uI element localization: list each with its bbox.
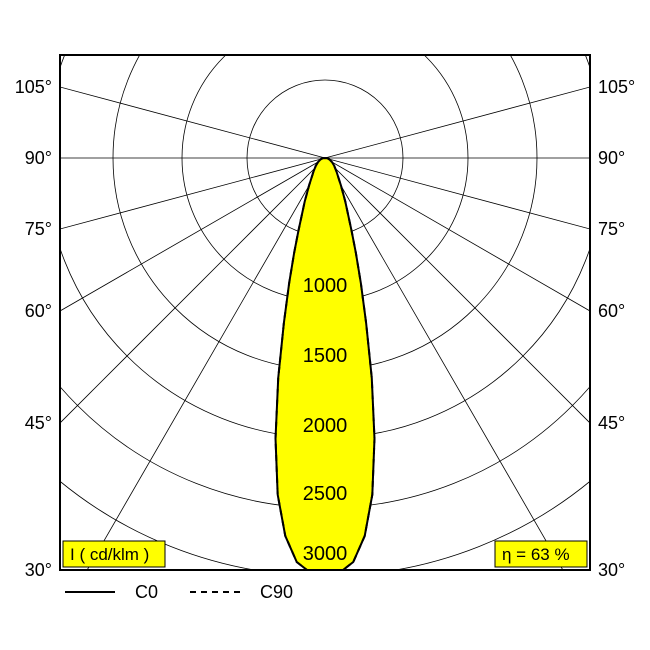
- angle-label-left: 90°: [25, 148, 52, 168]
- polar-diagram-container: 30° 30° 45° 45° 60° 60° 75° 75° 90° 90° 105° 105° 10…: [0, 0, 650, 650]
- info-left-text: I ( cd/klm ): [70, 545, 149, 564]
- intensity-label: 1500: [303, 345, 348, 367]
- angle-label-right: 90°: [598, 148, 625, 168]
- angle-label-left: 45°: [25, 413, 52, 433]
- angle-label-left: 75°: [25, 219, 52, 239]
- intensity-lobe-c0: [276, 158, 375, 576]
- angle-label-right: 105°: [598, 77, 635, 97]
- intensity-label: 1000: [303, 275, 348, 297]
- angle-label-right: 75°: [598, 219, 625, 239]
- intensity-label: 3000: [303, 543, 348, 565]
- angle-label-right: 45°: [598, 413, 625, 433]
- legend-label-c0: C0: [135, 582, 158, 602]
- angle-label-right: 60°: [598, 301, 625, 321]
- intensity-label: 2000: [303, 415, 348, 437]
- legend-label-c90: C90: [260, 582, 293, 602]
- polar-chart-svg: 30° 30° 45° 45° 60° 60° 75° 75° 90° 90° 105° 105° 10…: [0, 0, 650, 650]
- intensity-label: 2500: [303, 483, 348, 505]
- angle-label-left: 30°: [25, 560, 52, 580]
- angle-label-left: 105°: [15, 77, 52, 97]
- angle-label-left: 60°: [25, 301, 52, 321]
- angle-label-right: 30°: [598, 560, 625, 580]
- info-right-text: η = 63 %: [502, 545, 570, 564]
